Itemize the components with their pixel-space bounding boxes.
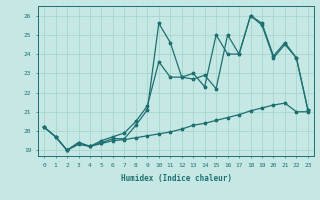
X-axis label: Humidex (Indice chaleur): Humidex (Indice chaleur)	[121, 174, 231, 183]
